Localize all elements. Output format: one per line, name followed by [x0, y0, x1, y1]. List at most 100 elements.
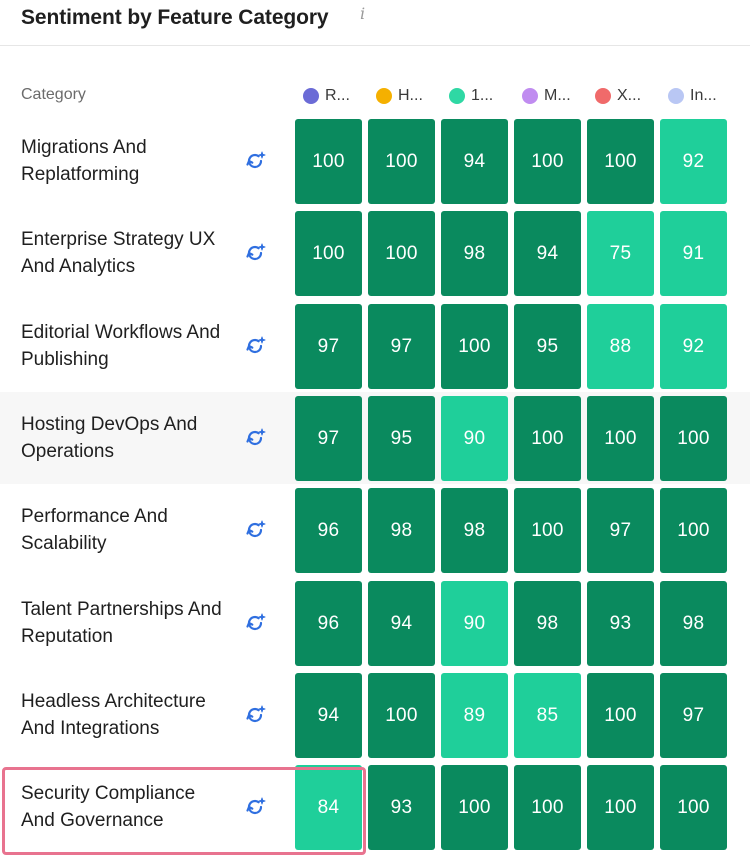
legend-label: H... [398, 87, 423, 104]
row-label-line: And Analytics [21, 256, 136, 277]
legend-dot [449, 88, 465, 104]
ai-refresh-icon[interactable] [242, 610, 268, 636]
heatmap-cell[interactable]: 100 [587, 396, 654, 481]
heatmap-cell[interactable]: 96 [295, 488, 362, 573]
legend-item[interactable]: M... [522, 86, 571, 106]
heatmap-cell[interactable]: 100 [368, 119, 435, 204]
heatmap-cell[interactable]: 85 [514, 673, 581, 758]
row-label-line: And Integrations [21, 718, 160, 739]
table-row: Performance And Scalability 96 98 98 100 97 100 [0, 484, 750, 576]
heatmap-cell[interactable]: 97 [587, 488, 654, 573]
ai-refresh-icon[interactable] [242, 517, 268, 543]
heatmap-cell[interactable]: 100 [368, 211, 435, 296]
heatmap-cell[interactable]: 91 [660, 211, 727, 296]
row-label-line: Security Compliance [21, 783, 196, 804]
heatmap-cell[interactable]: 100 [441, 765, 508, 850]
row-category-label: Headless Architecture And Integrations [21, 688, 241, 742]
heatmap-cell[interactable]: 100 [441, 304, 508, 389]
row-category-label: Talent Partnerships And Reputation [21, 596, 241, 650]
row-label-line: Hosting DevOps And [21, 414, 198, 435]
heatmap-cell[interactable]: 100 [295, 119, 362, 204]
legend-item[interactable]: In... [668, 86, 717, 106]
heatmap-cell[interactable]: 100 [660, 765, 727, 850]
heatmap-cell[interactable]: 100 [660, 396, 727, 481]
heatmap-cell[interactable]: 95 [368, 396, 435, 481]
legend-label: In... [690, 87, 717, 104]
row-category-label: Enterprise Strategy UX And Analytics [21, 226, 241, 280]
row-category-label: Migrations And Replatforming [21, 134, 241, 188]
row-label-line: Editorial Workflows And [21, 322, 221, 343]
heatmap-cell[interactable]: 84 [295, 765, 362, 850]
legend-label: X... [617, 87, 642, 104]
row-label-line: Reputation [21, 626, 113, 647]
widget-title: Sentiment by Feature Category [21, 6, 329, 29]
heatmap-cell[interactable]: 100 [514, 765, 581, 850]
heatmap-cell[interactable]: 98 [441, 211, 508, 296]
table-row: Hosting DevOps And Operations 97 95 90 100 100… [0, 392, 750, 484]
ai-refresh-icon[interactable] [242, 148, 268, 174]
heatmap-cell[interactable]: 94 [514, 211, 581, 296]
heatmap-cell[interactable]: 100 [660, 488, 727, 573]
heatmap-cell[interactable]: 94 [368, 581, 435, 666]
legend-item[interactable]: 1... [449, 86, 493, 106]
legend-item[interactable]: H... [376, 86, 423, 106]
heatmap-cell[interactable]: 95 [514, 304, 581, 389]
heatmap-cell[interactable]: 89 [441, 673, 508, 758]
heatmap-cell[interactable]: 100 [587, 673, 654, 758]
row-label-line: Publishing [21, 349, 109, 370]
heatmap-cell[interactable]: 100 [514, 488, 581, 573]
heatmap-cell[interactable]: 93 [587, 581, 654, 666]
ai-refresh-icon[interactable] [242, 240, 268, 266]
heatmap-cell[interactable]: 98 [660, 581, 727, 666]
heatmap-cell[interactable]: 90 [441, 581, 508, 666]
heatmap-cell[interactable]: 98 [514, 581, 581, 666]
heatmap-cell[interactable]: 100 [587, 119, 654, 204]
ai-refresh-icon[interactable] [242, 425, 268, 451]
ai-refresh-icon[interactable] [242, 333, 268, 359]
row-category-label: Security Compliance And Governance [21, 780, 241, 834]
table-row: Editorial Workflows And Publishing 97 97 100… [0, 300, 750, 392]
heatmap-cell[interactable]: 97 [295, 304, 362, 389]
row-label-line: Replatforming [21, 164, 140, 185]
legend-label: 1... [471, 87, 494, 104]
legend-dot [522, 88, 538, 104]
row-label-line: Performance And [21, 506, 168, 527]
legend-dot [668, 88, 684, 104]
legend-dot [376, 88, 392, 104]
heatmap-cell[interactable]: 97 [660, 673, 727, 758]
row-category-label: Hosting DevOps And Operations [21, 411, 241, 465]
heatmap-cell[interactable]: 92 [660, 119, 727, 204]
legend-item[interactable]: R... [303, 86, 350, 106]
legend-dot [303, 88, 319, 104]
row-label-line: Scalability [21, 533, 107, 554]
legend-label: R... [325, 87, 350, 104]
legend-label: M... [544, 87, 571, 104]
table-row: Security Compliance And Governance 84 93 100… [0, 761, 750, 853]
heatmap-cell[interactable]: 94 [295, 673, 362, 758]
legend-item[interactable]: X... [595, 86, 641, 106]
heatmap-cell[interactable]: 100 [295, 211, 362, 296]
heatmap-cell[interactable]: 100 [514, 396, 581, 481]
table-row: Talent Partnerships And Reputation 96 94 90 9… [0, 577, 750, 669]
heatmap-cell[interactable]: 97 [368, 304, 435, 389]
table-row: Enterprise Strategy UX And Analytics 100 10… [0, 207, 750, 299]
heatmap-cell[interactable]: 100 [514, 119, 581, 204]
heatmap-cell[interactable]: 92 [660, 304, 727, 389]
heatmap-cell[interactable]: 97 [295, 396, 362, 481]
widget-header: Sentiment by Feature Category i [0, 0, 750, 46]
info-icon[interactable]: i [360, 4, 366, 23]
heatmap-cell[interactable]: 98 [441, 488, 508, 573]
ai-refresh-icon[interactable] [242, 702, 268, 728]
heatmap-cell[interactable]: 75 [587, 211, 654, 296]
heatmap-cell[interactable]: 100 [368, 673, 435, 758]
heatmap-cell[interactable]: 90 [441, 396, 508, 481]
ai-refresh-icon[interactable] [242, 794, 268, 820]
heatmap-cell[interactable]: 93 [368, 765, 435, 850]
legend-dot [595, 88, 611, 104]
heatmap-cell[interactable]: 88 [587, 304, 654, 389]
heatmap-cell[interactable]: 100 [587, 765, 654, 850]
row-label-line: Headless Architecture [21, 691, 206, 712]
heatmap-cell[interactable]: 98 [368, 488, 435, 573]
heatmap-cell[interactable]: 96 [295, 581, 362, 666]
heatmap-cell[interactable]: 94 [441, 119, 508, 204]
